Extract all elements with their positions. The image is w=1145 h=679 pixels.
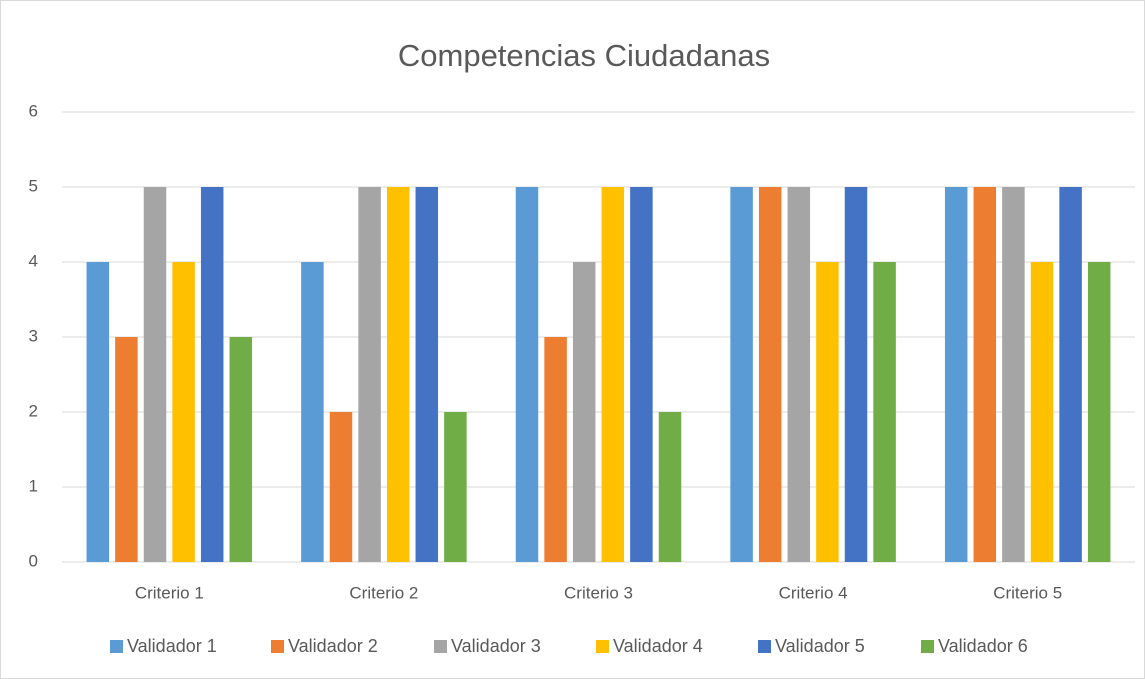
bar	[415, 187, 439, 562]
bar	[730, 187, 753, 562]
bar	[973, 187, 997, 562]
chart-title: Competencias Ciudadanas	[398, 38, 770, 73]
bar	[601, 187, 625, 562]
legend-swatch	[271, 640, 284, 653]
bar	[329, 412, 353, 562]
legend-swatch	[596, 640, 609, 653]
bar	[200, 187, 224, 562]
bar	[873, 262, 896, 562]
bar	[1002, 187, 1025, 562]
y-tick-label: 2	[29, 401, 38, 420]
bar	[444, 412, 467, 562]
y-tick-label: 6	[29, 101, 38, 120]
legend-label: Validador 1	[127, 636, 217, 656]
y-tick-label: 4	[29, 251, 38, 270]
bar	[358, 187, 381, 562]
bar	[630, 187, 653, 562]
y-tick-label: 5	[29, 176, 38, 195]
bar	[1059, 187, 1082, 562]
bar	[1087, 262, 1111, 562]
legend-swatch	[758, 640, 771, 653]
legend-swatch	[921, 640, 934, 653]
bar	[301, 262, 324, 562]
x-tick-label: Criterio 3	[564, 583, 633, 602]
x-tick-label: Criterio 2	[349, 583, 418, 602]
bar	[1030, 262, 1054, 562]
bar	[172, 262, 195, 562]
bar	[143, 187, 167, 562]
bar	[229, 337, 253, 562]
bar	[515, 187, 539, 562]
bar	[844, 187, 868, 562]
x-tick-label: Criterio 5	[993, 583, 1062, 602]
legend-label: Validador 3	[451, 636, 541, 656]
bar	[572, 262, 596, 562]
legend-label: Validador 4	[613, 636, 703, 656]
legend-label: Validador 5	[775, 636, 865, 656]
bar	[944, 187, 968, 562]
bar	[386, 187, 410, 562]
bar	[787, 187, 811, 562]
legend-swatch	[434, 640, 447, 653]
legend-label: Validador 6	[938, 636, 1028, 656]
bar	[115, 337, 138, 562]
bar	[86, 262, 110, 562]
y-tick-label: 1	[29, 476, 38, 495]
x-tick-label: Criterio 4	[779, 583, 848, 602]
bar	[544, 337, 567, 562]
legend-swatch	[110, 640, 123, 653]
y-tick-label: 3	[29, 326, 38, 345]
bar	[816, 262, 839, 562]
legend-label: Validador 2	[288, 636, 378, 656]
bar	[758, 187, 782, 562]
y-tick-label: 0	[29, 551, 38, 570]
x-tick-label: Criterio 1	[135, 583, 204, 602]
bar	[658, 412, 682, 562]
